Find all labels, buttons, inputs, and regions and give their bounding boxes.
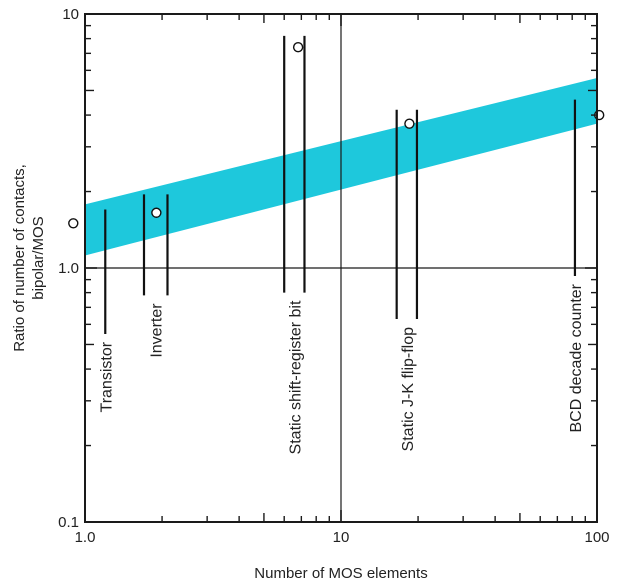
y-axis-title: Ratio of number of contacts, bipolar/MOS <box>11 164 47 352</box>
y-tick-label: 10 <box>62 6 79 23</box>
data-point <box>404 118 415 129</box>
x-tick-label: 1.0 <box>75 529 96 546</box>
element-label: Static J-K flip-flop <box>400 327 417 452</box>
y-axis-title-line: Ratio of number of contacts, <box>11 164 28 352</box>
element-label: BCD decade counter <box>568 283 585 432</box>
x-tick-label: 10 <box>333 529 350 546</box>
data-point <box>68 218 79 229</box>
y-axis-title-line: bipolar/MOS <box>30 216 47 299</box>
element-label: Inverter <box>149 303 166 358</box>
x-tick-label: 100 <box>584 529 609 546</box>
data-point <box>292 42 304 53</box>
data-point <box>151 207 162 218</box>
y-tick-label: 1.0 <box>58 260 79 277</box>
element-label: Transistor <box>98 341 115 412</box>
element-label: Static shift-register bit <box>287 300 304 454</box>
x-axis-title: Number of MOS elements <box>254 565 427 582</box>
y-tick-label: 0.1 <box>58 514 79 531</box>
